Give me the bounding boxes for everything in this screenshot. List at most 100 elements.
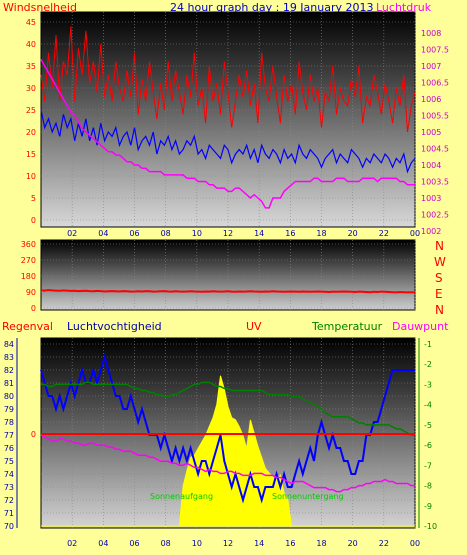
wind-dir-letter: W [434,255,446,269]
wind-speed-axis-title: Windsnelheid [3,1,77,14]
humidity-tick: 73 [4,483,14,492]
temperature-line [41,381,415,436]
wind-direction-line [40,288,416,294]
temperature-tick: -4 [424,401,432,410]
time-tick: 08 [161,539,171,548]
time-tick: 00 [410,539,420,548]
pressure-tick: 1007 [421,62,441,71]
rain-legend: Regenval [2,320,53,333]
pressure-tick: 1005 [421,128,441,137]
sunrise-label: Sonnenaufgang [150,492,213,501]
pressure-tick: 1008 [421,29,441,38]
time-tick: 14 [254,229,264,238]
wind-average-line [40,109,416,174]
pressure-line [40,59,415,209]
time-tick: 22 [379,229,389,238]
temperature-tick: -7 [424,461,432,470]
time-tick: 20 [348,539,358,548]
humidity-tick: 75 [4,457,14,466]
humidity-tick: 74 [4,470,14,479]
temperature-tick: -1 [424,340,432,349]
temperature-tick: -10 [424,522,437,531]
humidity-tick: 82 [4,366,14,375]
time-tick: 18 [316,229,326,238]
humidity-legend: Luchtvochtigheid [67,320,162,333]
wind-speed-tick: 25 [26,106,36,115]
wind-dir-letter: S [435,271,443,285]
pressure-tick: 1004.5 [421,145,449,154]
pressure-tick: 1002.5 [421,211,449,220]
pressure-axis-title: Luchtdruk [376,1,432,14]
wind-direction-tick: 0 [31,304,36,313]
time-tick: 10 [192,229,202,238]
sunset-label: Sonnenuntergang [272,492,344,501]
wind-direction-plot-area [40,239,416,311]
time-tick: 06 [129,539,139,548]
wind-speed-tick: 10 [26,172,36,181]
pressure-tick: 1006 [421,95,441,104]
time-tick: 02 [67,229,77,238]
time-tick: 18 [316,539,326,548]
humidity-tick: 76 [4,444,14,453]
wind-speed-tick: 40 [26,40,36,49]
humidity-tick: 80 [4,392,14,401]
pressure-tick: 1005.5 [421,112,449,121]
time-tick: 06 [129,229,139,238]
temperature-tick: -2 [424,360,432,369]
wind-direction-tick: 180 [21,272,36,281]
wind-speed-tick: 45 [26,18,36,27]
time-tick: 10 [192,539,202,548]
pressure-tick: 1007.5 [421,46,449,55]
time-tick: 16 [285,229,295,238]
humidity-tick: 78 [4,418,14,427]
wind-speed-tick: 35 [26,62,36,71]
humidity-tick: 79 [4,405,14,414]
time-tick: 04 [98,539,108,548]
time-tick: 04 [98,229,108,238]
time-tick: 12 [223,229,233,238]
humidity-tick: 81 [4,379,14,388]
humidity-tick: 77 [4,431,14,440]
temperature-tick: -5 [424,421,432,430]
wind-gust-line [40,26,416,133]
wind-pressure-grid [41,12,416,227]
wind-direction-tick: 270 [21,256,36,265]
time-tick: 08 [161,229,171,238]
wind-speed-tick: 0 [31,216,36,225]
wind-dir-letter: N [435,303,444,317]
wind-speed-tick: 5 [31,194,36,203]
temperature-tick: -9 [424,502,432,511]
humidity-tick: 84 [4,340,14,349]
temperature-legend: Temperatuur [312,320,383,333]
time-tick: 02 [67,539,77,548]
temperature-tick: -8 [424,482,432,491]
dewpoint-legend: Dauwpunt [392,320,449,333]
chart-title: 24 hour graph day : 19 January 2013 [170,1,374,14]
time-tick: 12 [223,539,233,548]
rain-tick: 0 [31,430,36,439]
pressure-tick: 1002 [421,227,441,236]
wind-dir-letter: N [435,239,444,253]
temperature-tick: -6 [424,441,432,450]
time-tick: 00 [410,229,420,238]
time-tick: 22 [379,539,389,548]
humidity-line [40,353,415,504]
uv-legend: UV [246,320,262,333]
pressure-tick: 1004 [421,161,441,170]
wind-direction-tick: 90 [26,288,36,297]
pressure-tick: 1003 [421,194,441,203]
humidity-tick: 71 [4,509,14,518]
time-tick: 14 [254,539,264,548]
pressure-tick: 1006.5 [421,79,449,88]
wind-direction-tick: 360 [21,240,36,249]
wind-speed-tick: 20 [26,128,36,137]
temperature-tick: -3 [424,380,432,389]
dewpoint-line [40,434,415,493]
wind-dir-letter: E [435,287,443,301]
humidity-tick: 72 [4,496,14,505]
solar-area [41,375,415,527]
pressure-tick: 1003.5 [421,178,449,187]
wind-speed-tick: 15 [26,150,36,159]
humidity-tick: 70 [4,522,14,531]
